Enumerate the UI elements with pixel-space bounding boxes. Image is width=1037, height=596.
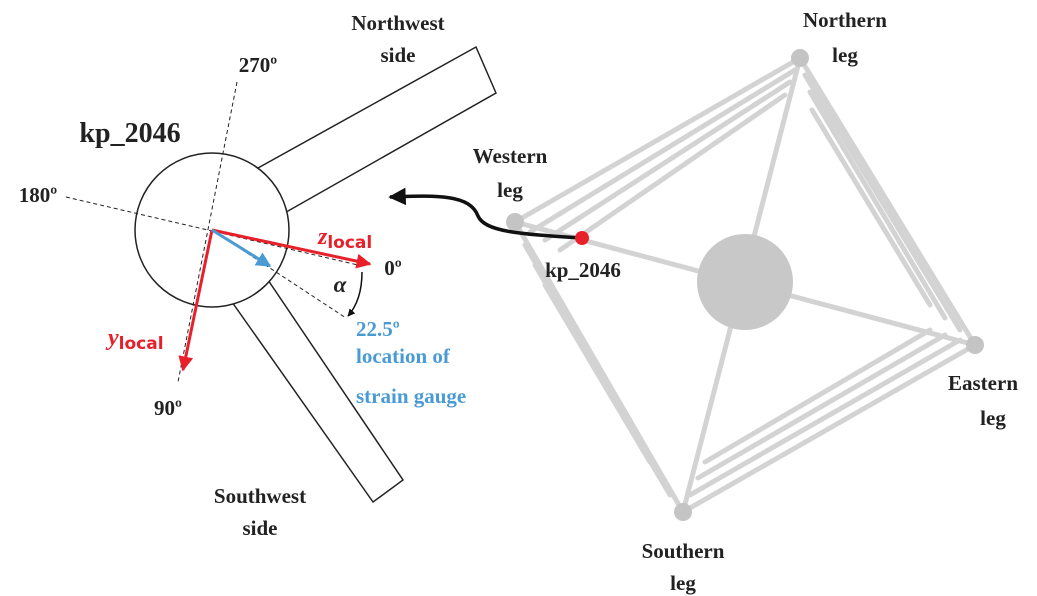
axis-subscript: local <box>327 233 372 253</box>
section-sketch <box>134 45 497 504</box>
side-label: Southwest <box>214 484 306 508</box>
gauge-angle: 22.5º <box>356 317 400 341</box>
axis-symbol: z <box>317 224 328 250</box>
side-label: side <box>242 516 277 540</box>
leg-label: leg <box>980 406 1006 430</box>
axis-subscript: local <box>119 334 164 354</box>
gauge-text: location of <box>356 344 451 368</box>
angle-label: 270º <box>239 53 278 77</box>
leg-label: leg <box>832 43 858 67</box>
z-axis-label: zlocal <box>317 224 372 253</box>
leg-label: Eastern <box>948 371 1018 395</box>
angle-label: 0º <box>384 256 402 280</box>
y-axis-arrow <box>178 229 214 372</box>
leg-label: Northern <box>803 8 887 32</box>
angle-label: 180º <box>19 183 58 207</box>
pointer-arrow <box>388 187 583 240</box>
axis-symbol: y <box>105 325 119 351</box>
gauge-text: strain gauge <box>356 384 466 408</box>
leg-label: Western <box>473 144 548 168</box>
structure <box>506 49 984 521</box>
angle-label: 90º <box>154 396 182 420</box>
z-axis-arrow <box>211 228 372 269</box>
side-label: side <box>380 43 415 67</box>
side-label: Northwest <box>351 11 444 35</box>
detail-title: kp_2046 <box>79 118 180 149</box>
leg-label: leg <box>670 571 696 595</box>
alpha-label: α <box>334 272 348 297</box>
leg-label: Southern <box>642 539 725 563</box>
leg-label: leg <box>497 178 523 202</box>
y-axis-label: ylocal <box>105 325 164 354</box>
node-label: kp_2046 <box>545 258 621 282</box>
gauge-arrow <box>211 228 272 268</box>
node-marker <box>575 231 589 245</box>
alpha-arc <box>347 271 363 317</box>
